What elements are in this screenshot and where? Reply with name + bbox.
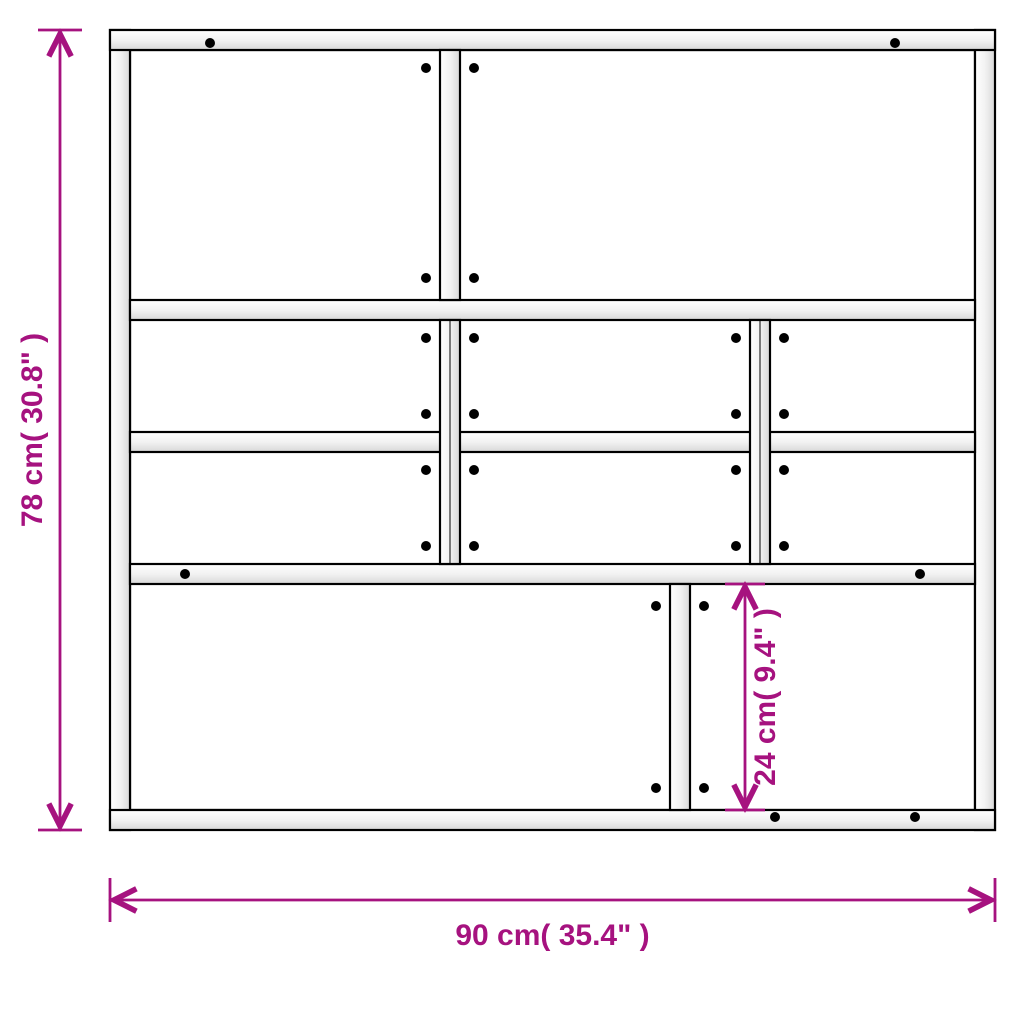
- screw-icon: [779, 409, 789, 419]
- screw-icon: [699, 783, 709, 793]
- screw-icon: [779, 333, 789, 343]
- screw-icon: [421, 465, 431, 475]
- screw-icon: [421, 333, 431, 343]
- screw-icon: [651, 783, 661, 793]
- screw-icon: [205, 38, 215, 48]
- screw-icon: [779, 465, 789, 475]
- screw-icon: [699, 601, 709, 611]
- screw-icon: [180, 569, 190, 579]
- screw-icon: [421, 409, 431, 419]
- screw-icon: [469, 333, 479, 343]
- screw-icon: [469, 63, 479, 73]
- screw-icon: [469, 409, 479, 419]
- screw-icon: [731, 333, 741, 343]
- screw-icon: [651, 601, 661, 611]
- dimension-label: 90 cm( 35.4" ): [455, 919, 649, 952]
- screw-icon: [469, 465, 479, 475]
- screw-icon: [731, 409, 741, 419]
- dimension-label: 78 cm( 30.8" ): [16, 333, 49, 527]
- screw-icon: [469, 273, 479, 283]
- screw-icon: [731, 541, 741, 551]
- screw-icon: [731, 465, 741, 475]
- screw-icon: [469, 541, 479, 551]
- screw-icon: [915, 569, 925, 579]
- shelf-dimension-diagram: 78 cm( 30.8" ) 90 cm( 35.4" ) 24 cm( 9.4" …: [0, 0, 1024, 1024]
- screw-icon: [421, 273, 431, 283]
- screw-icon: [910, 812, 920, 822]
- screw-icon: [421, 541, 431, 551]
- dimension-label: 24 cm( 9.4" ): [749, 608, 782, 786]
- screw-icon: [890, 38, 900, 48]
- screw-icon: [421, 63, 431, 73]
- screw-icon: [770, 812, 780, 822]
- screw-icon: [779, 541, 789, 551]
